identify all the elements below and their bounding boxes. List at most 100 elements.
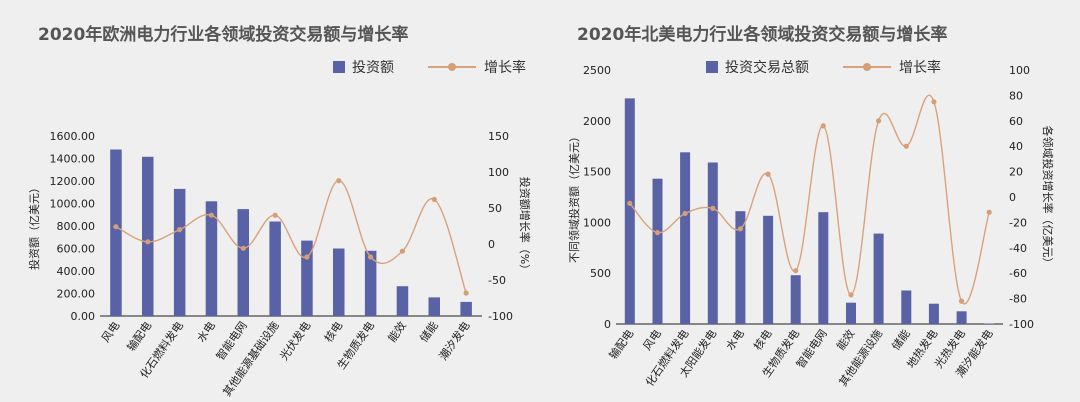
growth-rate-point: [336, 178, 342, 184]
bar: [790, 275, 801, 324]
growth-rate-point: [368, 254, 374, 260]
growth-rate-point: [208, 212, 214, 218]
left-tick-label: 2000: [583, 115, 611, 128]
bar: [818, 212, 829, 324]
europe-chart-title: 2020年欧洲电力行业各领域投资交易额与增长率: [38, 25, 409, 45]
right-tick-label: 40: [1009, 140, 1023, 153]
category-label: 水电: [724, 327, 747, 352]
bar: [364, 250, 377, 317]
right-axis-label: 投资额增长率（%）: [518, 177, 532, 275]
category-label: 核电: [750, 327, 774, 353]
bar: [269, 221, 281, 316]
bar: [205, 201, 218, 317]
bar: [301, 240, 313, 316]
left-tick-label: 1600.00: [50, 130, 96, 143]
left-tick-label: 600.00: [57, 243, 96, 256]
left-tick-label: 1500: [583, 166, 611, 179]
growth-rate-point: [399, 248, 405, 254]
bar: [237, 209, 249, 316]
bar: [846, 302, 856, 324]
right-tick-label: 20: [1009, 166, 1023, 179]
category-label: 潮汐发电: [436, 319, 473, 363]
europe-chart: 0.00 200.00 400.00 600.00 800.00 1000.00 1200.…: [27, 130, 532, 399]
right-tick-label: -60: [1009, 267, 1027, 280]
growth-rate-point: [931, 99, 937, 105]
bar-series: [110, 149, 472, 317]
bar: [333, 248, 345, 316]
bar: [142, 156, 154, 316]
legend-line-label: 增长率: [899, 60, 941, 76]
bar: [428, 297, 440, 316]
right-tick-label: -40: [1009, 242, 1027, 255]
left-tick-label: 2500: [583, 64, 611, 77]
north-america-chart: 0 500 1000 1500 2000 2500 -100 -80 -60 -40 -20 0 20 4…: [567, 64, 1055, 389]
growth-rate-point: [113, 224, 119, 230]
right-y-ticks: -100 -80 -60 -40 -20 0 20 40 60 80 100: [1009, 64, 1034, 331]
bar-swatch: [333, 61, 345, 73]
right-tick-label: 50: [488, 202, 502, 215]
growth-rate-point: [304, 254, 310, 260]
category-label: 输配电: [124, 319, 154, 354]
bar: [460, 301, 472, 316]
left-y-ticks: 0 500 1000 1500 2000 2500: [583, 64, 611, 331]
category-label: 风电: [641, 327, 664, 352]
category-label: 水电: [195, 319, 218, 344]
left-tick-label: 500: [590, 267, 611, 280]
bar-swatch: [706, 61, 718, 73]
bar: [707, 162, 718, 324]
left-axis-label: 投资额（亿美元）: [27, 182, 41, 270]
growth-rate-point: [710, 205, 716, 211]
bar-series: [624, 98, 995, 325]
bar: [873, 233, 884, 324]
growth-rate-point: [145, 239, 151, 245]
growth-rate-point: [627, 200, 633, 206]
right-axis-label: 各领域投资增长率（亿美元）: [1041, 126, 1055, 269]
left-tick-label: 1200.00: [50, 175, 96, 188]
category-label: 核电: [321, 319, 345, 345]
right-tick-label: -80: [1009, 293, 1027, 306]
legend-bar-label: 投资交易总额: [725, 60, 809, 76]
bar: [928, 303, 939, 324]
growth-rate-markers: [627, 99, 992, 304]
bar: [173, 188, 186, 316]
legend-line-label: 增长率: [484, 60, 526, 76]
category-label: 其他能源基础设施: [220, 319, 282, 399]
left-tick-label: 1400.00: [50, 153, 96, 166]
left-tick-label: 800.00: [57, 220, 96, 233]
right-tick-label: 60: [1009, 115, 1023, 128]
growth-rate-point: [177, 227, 183, 233]
right-tick-label: 80: [1009, 89, 1023, 102]
growth-rate-markers: [113, 178, 469, 296]
bar: [396, 286, 409, 316]
growth-rate-point: [463, 290, 469, 296]
europe-legend: 投资额 增长率: [333, 57, 526, 77]
right-tick-label: -100: [488, 310, 513, 323]
growth-rate-point: [240, 245, 246, 251]
growth-rate-point: [903, 143, 909, 149]
bar: [680, 152, 691, 324]
right-tick-label: -50: [488, 274, 506, 287]
right-tick-label: 0: [1009, 191, 1016, 204]
line-swatch: [428, 61, 476, 73]
north-america-legend: 投资交易总额 增长率: [706, 57, 941, 77]
growth-rate-point: [737, 226, 744, 232]
category-label: 输配电: [606, 327, 636, 362]
growth-rate-point: [272, 212, 278, 218]
right-y-ticks: -100 -50 0 50 100 150: [488, 130, 513, 323]
growth-rate-point: [876, 118, 882, 124]
bar: [956, 311, 967, 324]
bar: [624, 98, 635, 325]
right-tick-label: 150: [488, 130, 509, 143]
category-label: 能效: [833, 327, 857, 353]
growth-rate-point: [848, 292, 854, 298]
bar: [763, 215, 774, 324]
legend-bar-label: 投资额: [352, 60, 394, 76]
right-tick-label: -100: [1009, 318, 1034, 331]
growth-rate-point: [793, 268, 799, 274]
growth-rate-point: [654, 230, 661, 236]
bar: [652, 178, 663, 324]
north-america-chart-title: 2020年北美电力行业各领域投资交易额与增长率: [577, 25, 948, 45]
